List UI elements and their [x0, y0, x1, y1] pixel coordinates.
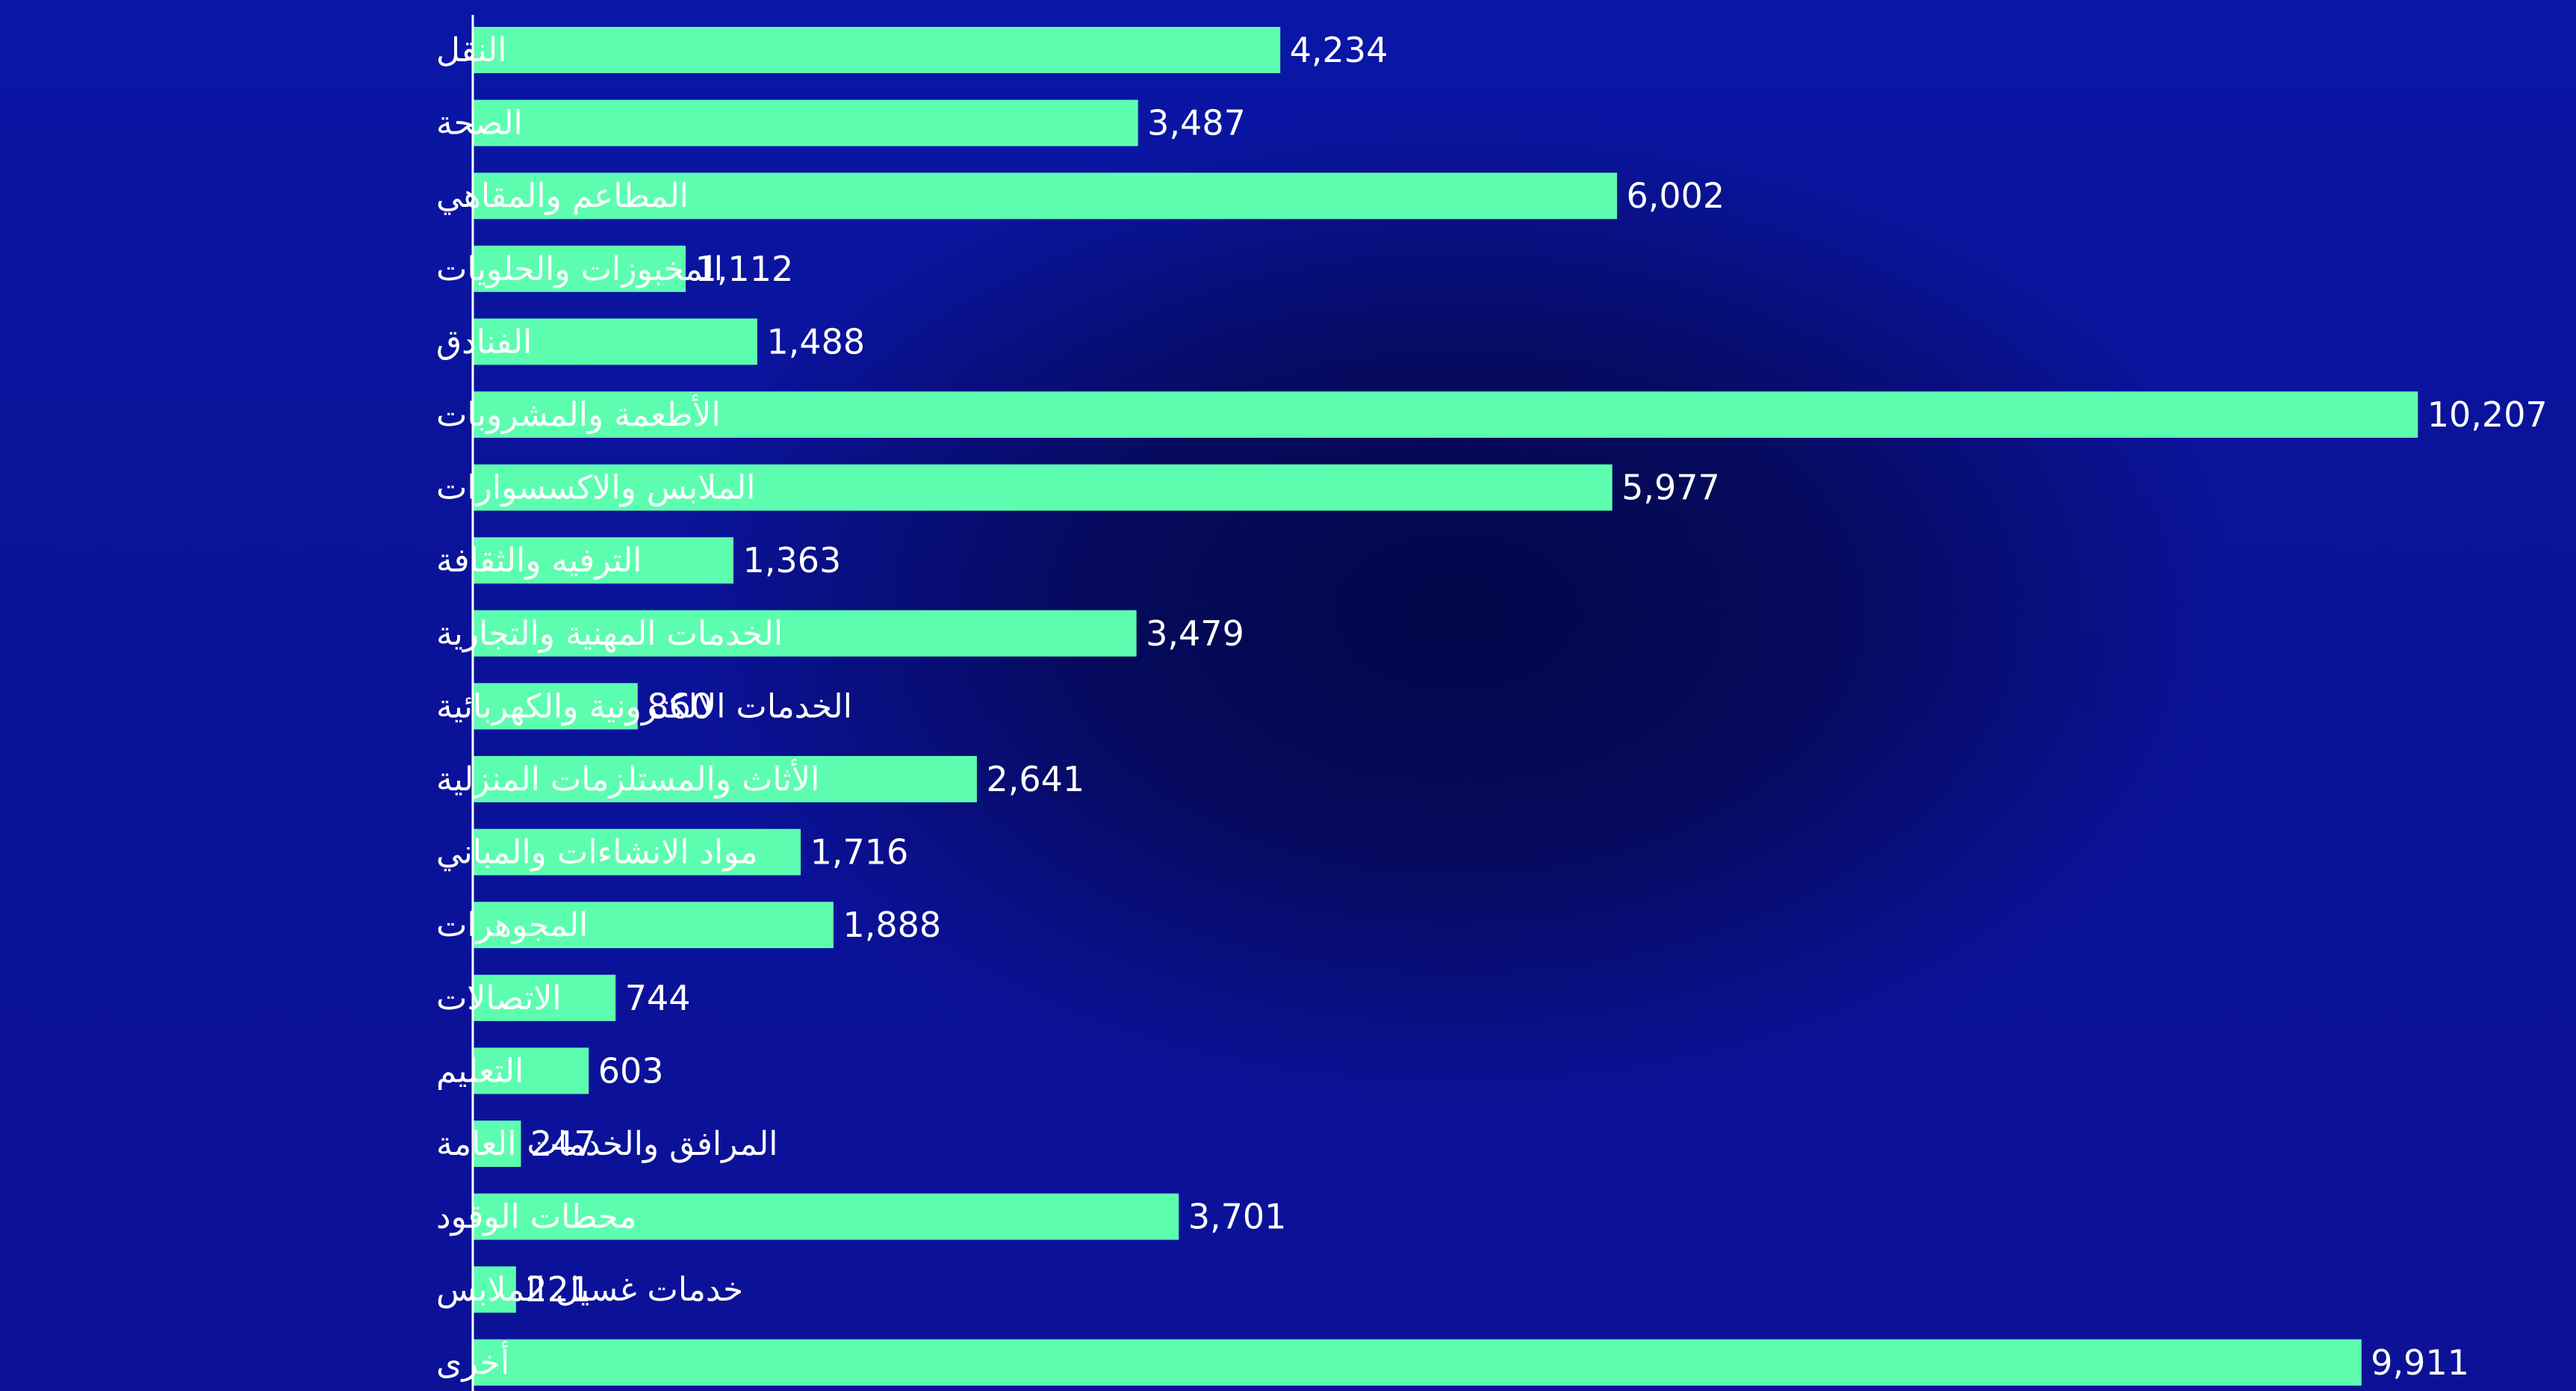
value-label: 603: [598, 1050, 664, 1091]
category-label: النقل: [436, 31, 507, 69]
bar: [474, 1339, 2362, 1386]
category-label: الاتصالات: [436, 979, 562, 1017]
value-label: 221: [525, 1269, 591, 1310]
category-label: المطاعم والمقاهي: [436, 177, 689, 215]
category-label: الملابس والاكسسوارات: [436, 469, 756, 507]
bar: [474, 1193, 1179, 1240]
bar: [474, 1047, 589, 1094]
category-label: الأثاث والمستلزمات المنزلية: [436, 758, 819, 799]
category-label: الترفيه والثقافة: [436, 542, 642, 580]
bar: [474, 610, 1137, 657]
value-label: 1,888: [842, 905, 941, 945]
value-label: 10,207: [2427, 394, 2548, 435]
value-label: 247: [530, 1124, 596, 1164]
value-label: 1,488: [766, 321, 865, 362]
category-label: المرافق والخدمات العامة: [436, 1125, 778, 1163]
bar: [474, 1266, 516, 1313]
category-label: الفنادق: [436, 323, 532, 361]
bar: [474, 683, 638, 730]
category-label: أخرى: [436, 1341, 509, 1382]
value-label: 5,977: [1621, 468, 1720, 508]
category-label: محطات الوقود: [436, 1198, 637, 1236]
category-label: المخبوزات والحلويات: [436, 250, 723, 288]
bar: [474, 464, 1613, 511]
value-label: 744: [625, 978, 691, 1018]
value-label: 9,911: [2371, 1342, 2469, 1383]
bar: [474, 902, 834, 949]
value-label: 1,363: [743, 540, 842, 580]
bar: [474, 391, 2418, 438]
value-label: 3,487: [1147, 103, 1246, 143]
category-label: الخدمات المهنية والتجارية: [436, 615, 783, 653]
bar: [474, 245, 686, 292]
bar: [474, 99, 1138, 146]
category-label: التعليم: [436, 1052, 524, 1090]
category-label: الخدمات الالكترونية والكهربائية: [436, 687, 852, 725]
value-label: 1,716: [810, 832, 909, 873]
bar: [474, 974, 616, 1021]
category-label: الأطعمة والمشروبات: [436, 394, 721, 434]
bar: [474, 318, 757, 365]
bars-group: النقل 4,234 الصحة 3,487 المطاعم والمقاهي 6,00…: [436, 27, 2548, 1386]
category-label: مواد الانشاءات والمباني: [436, 834, 758, 872]
value-label: 6,002: [1627, 176, 1725, 216]
bar: [474, 1121, 521, 1167]
value-label: 3,479: [1146, 613, 1244, 654]
value-label: 860: [647, 686, 713, 726]
category-label: الصحة: [436, 105, 523, 143]
value-label: 4,234: [1290, 30, 1388, 70]
bar: [474, 173, 1618, 220]
bar: [474, 27, 1281, 73]
bar: [474, 828, 801, 876]
value-label: 3,701: [1188, 1197, 1287, 1237]
bar: [474, 756, 977, 802]
category-label: خدمات غسيل الملابس: [436, 1271, 743, 1309]
bar: [474, 537, 734, 584]
value-label: 1,112: [695, 249, 794, 289]
value-label: 2,641: [986, 759, 1084, 799]
category-label: المجوهرات: [436, 906, 588, 944]
